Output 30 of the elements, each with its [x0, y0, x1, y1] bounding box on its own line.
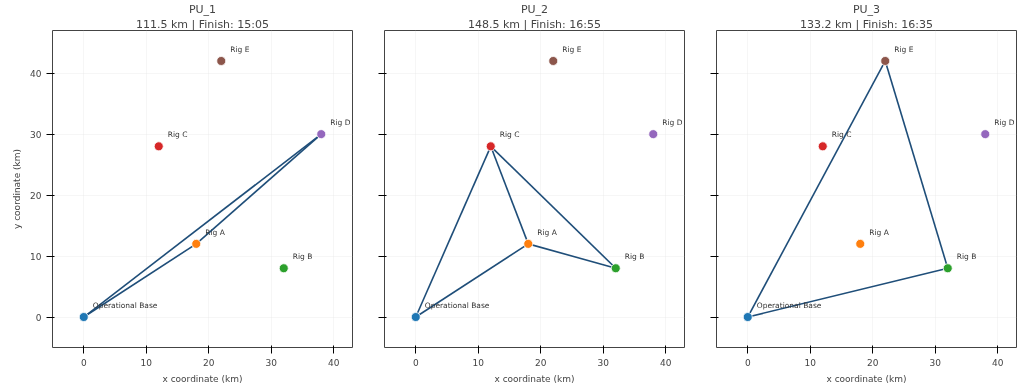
x-tick-label: 10 [472, 357, 485, 368]
x-tick-label: 10 [140, 357, 153, 368]
x-tick-label: 40 [328, 357, 340, 368]
y-tick-label: 0 [35, 312, 42, 323]
chart-subtitle: 133.2 km | Finish: 16:35 [800, 17, 934, 31]
x-axis-title: x coordinate (km) [494, 373, 575, 384]
x-tick-label: 20 [203, 357, 215, 368]
x-axis-title: x coordinate (km) [162, 373, 243, 384]
y-axis-title: y coordinate (km) [12, 148, 23, 230]
chart-title: PU_3 [852, 2, 881, 16]
x-tick-label: 40 [992, 357, 1004, 368]
y-tick-label: 30 [30, 129, 42, 140]
chart-title: PU_2 [520, 2, 549, 16]
x-tick-label: 20 [867, 357, 879, 368]
chart-subtitle: 111.5 km | Finish: 15:05 [136, 17, 270, 31]
x-axis-title: x coordinate (km) [826, 373, 907, 384]
chart-subtitle: 148.5 km | Finish: 16:55 [468, 17, 602, 31]
x-tick-label: 30 [265, 357, 278, 368]
x-tick-label: 30 [929, 357, 942, 368]
y-tick-label: 10 [30, 251, 42, 262]
x-tick-label: 0 [744, 357, 751, 368]
y-tick-label: 40 [30, 68, 42, 79]
x-tick-label: 40 [660, 357, 672, 368]
x-tick-label: 10 [804, 357, 817, 368]
x-tick-label: 20 [535, 357, 547, 368]
y-tick-label: 20 [30, 190, 42, 201]
x-tick-label: 0 [412, 357, 419, 368]
x-tick-label: 30 [597, 357, 610, 368]
x-tick-label: 0 [80, 357, 87, 368]
chart-title: PU_1 [188, 2, 217, 16]
